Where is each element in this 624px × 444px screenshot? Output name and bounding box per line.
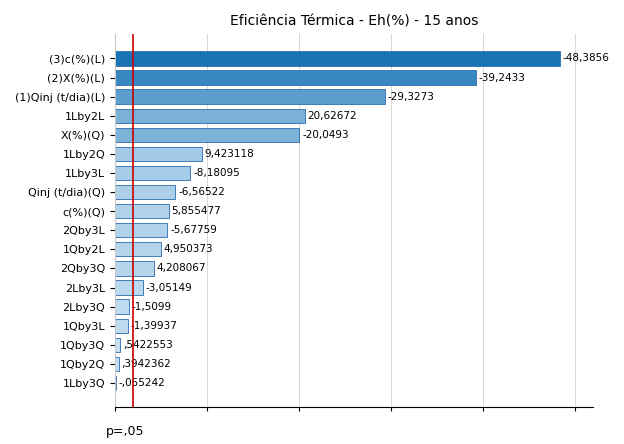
Text: ,5422553: ,5422553 (123, 340, 173, 350)
Text: -1,5099: -1,5099 (132, 301, 172, 312)
Text: -20,0493: -20,0493 (302, 130, 349, 140)
Text: -5,67759: -5,67759 (170, 225, 217, 235)
Title: Eficiência Térmica - Eh(%) - 15 anos: Eficiência Térmica - Eh(%) - 15 anos (230, 15, 478, 29)
Bar (115, 337, 120, 352)
Bar (115, 147, 202, 161)
Bar (115, 127, 300, 142)
Text: -8,18095: -8,18095 (193, 168, 240, 178)
Bar (115, 242, 160, 257)
Bar (115, 223, 167, 238)
Text: 5,855477: 5,855477 (172, 206, 222, 216)
Text: ,3942362: ,3942362 (122, 359, 171, 369)
Text: -29,3273: -29,3273 (388, 91, 434, 102)
Text: -3,05149: -3,05149 (146, 282, 193, 293)
Bar (115, 261, 154, 276)
Bar (115, 204, 169, 218)
Bar (115, 280, 143, 295)
Text: 9,423118: 9,423118 (205, 149, 254, 159)
Text: -6,56522: -6,56522 (178, 187, 225, 197)
Bar (115, 166, 190, 180)
Text: 4,950373: 4,950373 (163, 244, 213, 254)
Bar (115, 89, 384, 104)
Text: 20,62672: 20,62672 (308, 111, 357, 121)
Text: -48,3856: -48,3856 (562, 53, 610, 63)
Bar (115, 108, 305, 123)
Text: -,055242: -,055242 (119, 378, 165, 388)
Bar (115, 299, 129, 314)
Text: p=,05: p=,05 (106, 425, 145, 438)
Bar (115, 318, 128, 333)
Bar (115, 51, 560, 66)
Bar (115, 357, 119, 371)
Bar (115, 185, 175, 199)
Text: -1,39937: -1,39937 (130, 321, 178, 331)
Text: -39,2433: -39,2433 (479, 72, 525, 83)
Bar (115, 70, 475, 85)
Text: 4,208067: 4,208067 (157, 263, 206, 274)
